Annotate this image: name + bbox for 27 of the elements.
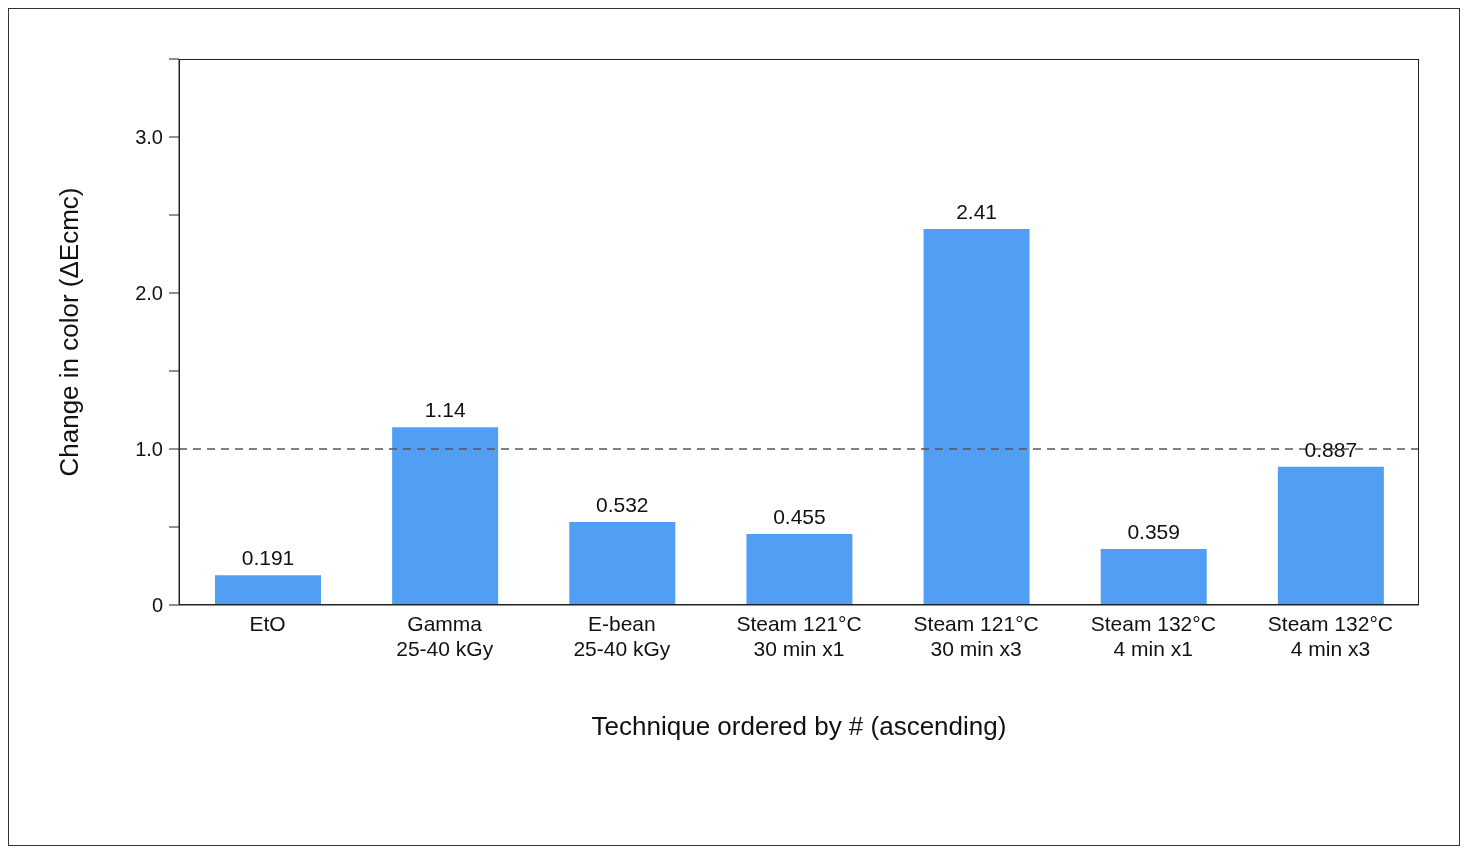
bar: [1277, 466, 1384, 605]
data-label: 0.887: [1304, 437, 1358, 461]
data-label: 2.41: [956, 200, 998, 224]
x-tick-label: Steam 132°C 4 min x1: [1090, 612, 1216, 660]
y-tick-label: 3.0: [135, 126, 163, 148]
x-tick-label: Steam 132°C 4 min x3: [1267, 612, 1393, 660]
bar: [215, 575, 321, 605]
x-tick-label: EtO: [249, 612, 286, 635]
bar: [392, 427, 499, 605]
y-tick-label: 1.0: [135, 438, 163, 460]
x-tick-label: Steam 121°C 30 min x3: [913, 612, 1039, 660]
x-axis-title: Technique ordered by # (ascending): [591, 711, 1007, 741]
data-label: 1.14: [424, 398, 466, 422]
data-label: 0.532: [596, 493, 649, 517]
bar: [1100, 549, 1207, 605]
y-tick-label: 0: [151, 594, 163, 616]
y-tick-label: 2.0: [135, 282, 163, 304]
y-axis-title: Change in color (ΔEcmc): [54, 187, 85, 477]
x-tick-label: E-bean 25-40 kGy: [573, 612, 671, 660]
bar: [923, 229, 1030, 605]
x-tick-label: Steam 121°C 30 min x1: [736, 612, 862, 660]
x-tick-label: Gamma 25-40 kGy: [396, 612, 494, 660]
data-label: 0.455: [773, 505, 826, 529]
bar: [569, 522, 676, 605]
data-label: 0.359: [1127, 520, 1180, 543]
bar: [746, 534, 853, 605]
data-label: 0.191: [241, 546, 295, 570]
